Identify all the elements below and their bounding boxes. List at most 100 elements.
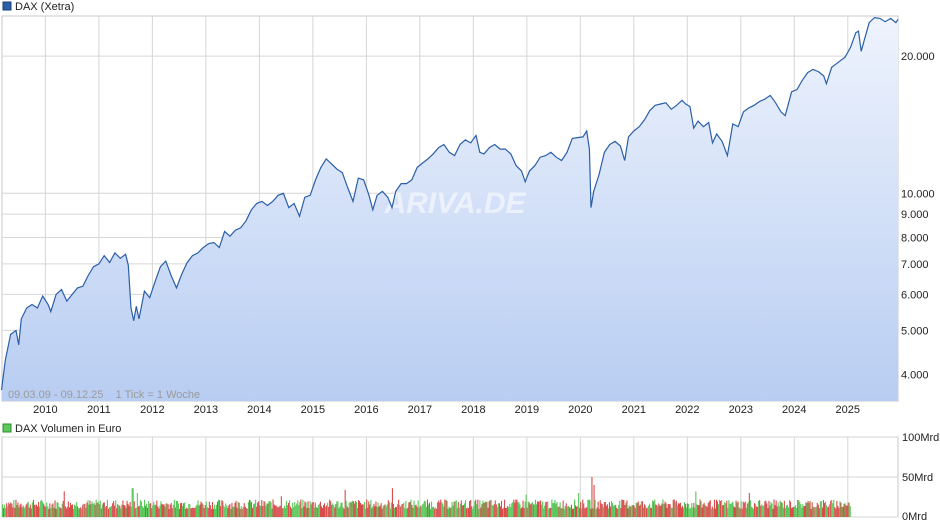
volume-bar: [137, 506, 139, 517]
volume-bar: [73, 508, 75, 517]
volume-bar: [420, 506, 422, 517]
volume-bar: [119, 505, 121, 517]
volume-bar: [201, 503, 203, 517]
volume-bar: [360, 503, 362, 517]
price-y-tick-label: 5.000: [901, 325, 929, 337]
volume-bar: [843, 503, 845, 517]
volume-bar: [300, 499, 302, 517]
volume-bar: [194, 508, 196, 517]
volume-bar: [407, 507, 409, 517]
x-tick-label: 2014: [247, 404, 271, 416]
volume-bar: [453, 501, 455, 517]
volume-bar: [495, 504, 497, 517]
volume-bar: [543, 508, 545, 517]
volume-bar: [228, 505, 230, 517]
volume-bar: [29, 504, 31, 517]
volume-bar: [775, 500, 777, 517]
volume-bar: [42, 501, 44, 517]
volume-bar: [98, 504, 100, 517]
volume-bar: [637, 501, 639, 517]
volume-bar: [777, 502, 779, 517]
volume-bar: [601, 504, 603, 517]
volume-bar: [293, 507, 295, 517]
volume-bar: [492, 505, 494, 517]
volume-bar: [762, 505, 764, 517]
volume-bar: [278, 506, 280, 517]
volume-bar: [683, 507, 685, 517]
volume-bar: [753, 508, 755, 517]
volume-bar: [327, 502, 329, 517]
volume-bar: [116, 508, 118, 517]
volume-bar: [174, 507, 176, 517]
volume-bar: [628, 505, 630, 517]
volume-bar: [541, 504, 543, 517]
volume-bar: [222, 500, 224, 517]
volume-bar: [804, 506, 806, 517]
volume-bar: [216, 504, 218, 517]
volume-bar: [832, 503, 834, 517]
volume-bar: [666, 507, 668, 517]
volume-bar: [244, 506, 246, 517]
volume-bar: [523, 508, 525, 517]
volume-bar: [348, 502, 350, 517]
volume-bar: [822, 500, 824, 517]
volume-bar: [442, 503, 444, 517]
volume-bar: [450, 507, 452, 517]
volume-bar: [324, 503, 326, 517]
volume-bar: [503, 507, 505, 517]
volume-bar: [626, 500, 628, 517]
volume-bar: [544, 505, 546, 517]
volume-bar: [587, 500, 589, 517]
price-line: [0, 16, 899, 391]
volume-bar: [639, 504, 641, 517]
volume-bar: [458, 507, 460, 517]
volume-bar: [561, 508, 563, 517]
volume-bar: [182, 506, 184, 517]
volume-bar: [288, 502, 290, 517]
volume-bar: [30, 508, 32, 517]
volume-bar: [303, 506, 305, 517]
volume-bar: [342, 507, 344, 517]
volume-bar: [416, 506, 418, 517]
volume-bar: [100, 508, 102, 517]
volume-bar: [130, 506, 132, 517]
volume-bar: [70, 505, 72, 517]
volume-bar: [838, 507, 840, 517]
volume-bar: [326, 505, 328, 517]
volume-bar: [101, 504, 103, 517]
info-text: 09.03.09 - 09.12.25 1 Tick = 1 Woche: [8, 389, 200, 401]
volume-bar: [551, 499, 553, 517]
volume-bar: [97, 501, 99, 517]
volume-bar: [803, 506, 805, 517]
volume-bar: [586, 507, 588, 517]
volume-bar: [272, 499, 274, 517]
volume-bar: [153, 501, 155, 517]
volume-bar: [487, 507, 489, 517]
volume-bar: [425, 506, 427, 517]
volume-bar: [61, 503, 63, 517]
volume-bar: [341, 502, 343, 517]
volume-bar: [299, 502, 301, 517]
volume-bar: [85, 507, 87, 517]
volume-bar: [739, 508, 741, 517]
volume-bar: [485, 502, 487, 517]
volume-bar: [467, 507, 469, 517]
volume-bar: [331, 505, 333, 517]
volume-bar: [478, 508, 480, 517]
volume-bar: [27, 501, 29, 517]
volume-bar: [361, 504, 363, 517]
volume-bar: [706, 506, 708, 517]
volume-bar: [574, 499, 576, 517]
volume-bar: [617, 508, 619, 517]
volume-bar: [794, 506, 796, 517]
volume-bar: [553, 502, 555, 517]
volume-bar: [132, 488, 134, 517]
volume-bar: [140, 501, 142, 517]
volume-bar: [579, 507, 581, 517]
volume-bar: [479, 500, 481, 517]
volume-bar: [660, 505, 662, 517]
volume-bar: [789, 500, 791, 517]
volume-bar: [320, 506, 322, 517]
volume-bar: [471, 506, 473, 517]
volume-bar: [58, 506, 60, 517]
